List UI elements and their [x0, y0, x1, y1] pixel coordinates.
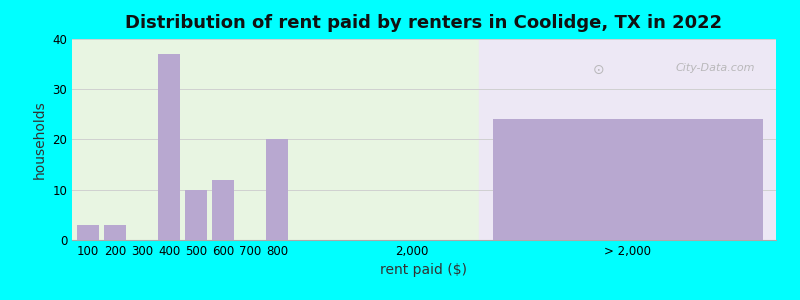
Title: Distribution of rent paid by renters in Coolidge, TX in 2022: Distribution of rent paid by renters in …: [126, 14, 722, 32]
Bar: [158, 54, 180, 240]
Text: City-Data.com: City-Data.com: [675, 63, 755, 73]
Bar: [78, 225, 99, 240]
Y-axis label: households: households: [33, 100, 46, 179]
Text: ⊙: ⊙: [593, 63, 605, 77]
Bar: [186, 190, 207, 240]
Bar: [493, 119, 762, 240]
Bar: [266, 140, 288, 240]
Bar: [212, 180, 234, 240]
Bar: [479, 39, 800, 240]
Bar: [104, 225, 126, 240]
X-axis label: rent paid ($): rent paid ($): [381, 263, 467, 278]
